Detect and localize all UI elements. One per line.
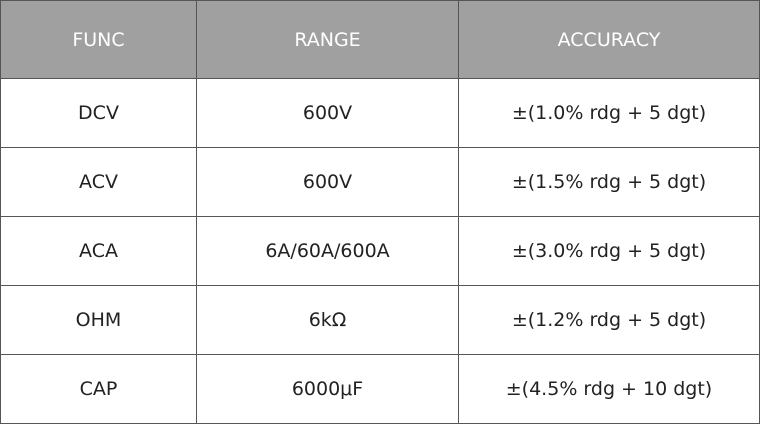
cell-range: 600V <box>196 147 459 217</box>
table-row: OHM 6kΩ ±(1.2% rdg + 5 dgt) <box>0 285 760 355</box>
cell-func: OHM <box>0 285 197 355</box>
cell-func: DCV <box>0 78 197 148</box>
cell-range: 6A/60A/600A <box>196 216 459 286</box>
cell-accuracy: ±(4.5% rdg + 10 dgt) <box>458 354 760 424</box>
cell-accuracy: ±(1.2% rdg + 5 dgt) <box>458 285 760 355</box>
cell-range: 6kΩ <box>196 285 459 355</box>
header-func: FUNC <box>0 0 197 79</box>
cell-func: ACV <box>0 147 197 217</box>
cell-accuracy: ±(1.5% rdg + 5 dgt) <box>458 147 760 217</box>
table-row: CAP 6000μF ±(4.5% rdg + 10 dgt) <box>0 354 760 424</box>
table-row: ACA 6A/60A/600A ±(3.0% rdg + 5 dgt) <box>0 216 760 286</box>
cell-range: 6000μF <box>196 354 459 424</box>
cell-func: ACA <box>0 216 197 286</box>
header-row: FUNC RANGE ACCURACY <box>0 0 760 79</box>
cell-func: CAP <box>0 354 197 424</box>
header-accuracy: ACCURACY <box>458 0 760 79</box>
table-row: ACV 600V ±(1.5% rdg + 5 dgt) <box>0 147 760 217</box>
header-range: RANGE <box>196 0 459 79</box>
cell-accuracy: ±(3.0% rdg + 5 dgt) <box>458 216 760 286</box>
cell-range: 600V <box>196 78 459 148</box>
table-row: DCV 600V ±(1.0% rdg + 5 dgt) <box>0 78 760 148</box>
cell-accuracy: ±(1.0% rdg + 5 dgt) <box>458 78 760 148</box>
